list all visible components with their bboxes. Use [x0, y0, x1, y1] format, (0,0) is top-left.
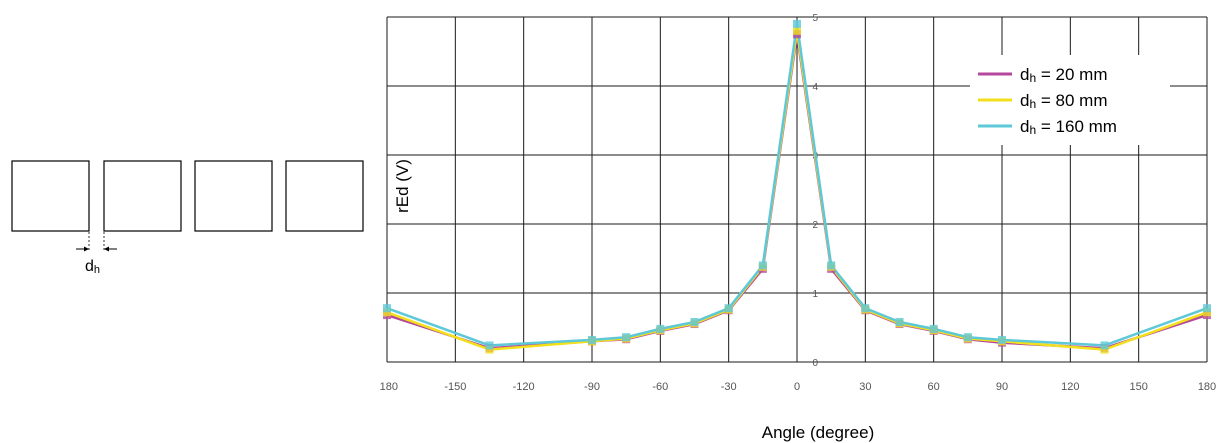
data-point-s3-9 [827, 261, 836, 270]
x-tick-label: 180 [1198, 381, 1216, 393]
x-axis-label: Angle (degree) [762, 423, 874, 442]
legend-label-2: dh = 80 mm [1020, 91, 1108, 111]
data-point-s3-7 [758, 261, 767, 270]
panel-box-3 [194, 160, 273, 232]
data-point-s3-1 [485, 341, 494, 350]
x-tick-label: -90 [584, 381, 600, 393]
data-point-s2-0 [383, 308, 391, 317]
gap-label: dh [85, 258, 100, 276]
line-chart: -180 -150 -120 -90 -60 -30 0 30 60 90 120 150 180 0 1 2… [380, 10, 1216, 442]
y-tick-label: 4 [812, 82, 818, 93]
x-tick-label: 150 [1129, 381, 1147, 393]
x-tick-label: -60 [652, 381, 668, 393]
gap-arrow-left [76, 246, 89, 252]
data-point-s3-15 [1100, 341, 1109, 350]
data-point-s2-15 [1100, 345, 1109, 354]
data-point-s3-0 [383, 304, 391, 313]
y-tick-label: 1 [812, 289, 818, 300]
data-point-s3-6 [724, 304, 733, 313]
series-points [383, 19, 1211, 354]
y-axis-label: rEd (V) [393, 159, 412, 213]
y-tick-label: 5 [812, 13, 818, 24]
data-point-s2-16 [1203, 308, 1211, 317]
data-point-s2-8 [793, 26, 801, 35]
legend-label-1: dh = 20 mm [1020, 65, 1108, 85]
panel-box-1 [11, 160, 90, 232]
data-point-s3-11 [895, 317, 904, 326]
y-tick-label: 2 [812, 220, 818, 231]
data-point-s3-5 [690, 317, 699, 326]
panel-box-4 [285, 160, 364, 232]
gap-arrow-right [104, 246, 117, 252]
data-point-s3-16 [1203, 304, 1211, 313]
x-tick-label: -30 [721, 381, 737, 393]
x-tick-label: -150 [444, 381, 466, 393]
x-tick-label: -120 [513, 381, 535, 393]
data-point-s3-4 [656, 324, 665, 333]
x-tick-label: 60 [928, 381, 940, 393]
data-point-s3-2 [588, 335, 596, 344]
x-tick-label: 120 [1061, 381, 1079, 393]
x-tick-label: -180 [380, 381, 398, 393]
data-point-s3-3 [622, 333, 631, 342]
legend: dh = 20 mm dh = 80 mm dh = 160 mm [970, 55, 1170, 145]
data-point-s3-8 [793, 19, 801, 28]
panel-box-2 [103, 160, 182, 232]
gap-diagram: dh [11, 160, 364, 276]
x-tick-label: 0 [794, 381, 800, 393]
x-tick-label: 90 [996, 381, 1008, 393]
legend-label-3: dh = 160 mm [1020, 117, 1117, 137]
data-point-s3-14 [998, 335, 1006, 344]
data-point-s3-10 [861, 304, 870, 313]
data-point-s2-1 [485, 345, 494, 354]
data-point-s3-13 [963, 333, 972, 342]
data-point-s3-12 [929, 324, 938, 333]
x-tick-label: 30 [859, 381, 871, 393]
y-tick-label: 0 [812, 358, 818, 369]
